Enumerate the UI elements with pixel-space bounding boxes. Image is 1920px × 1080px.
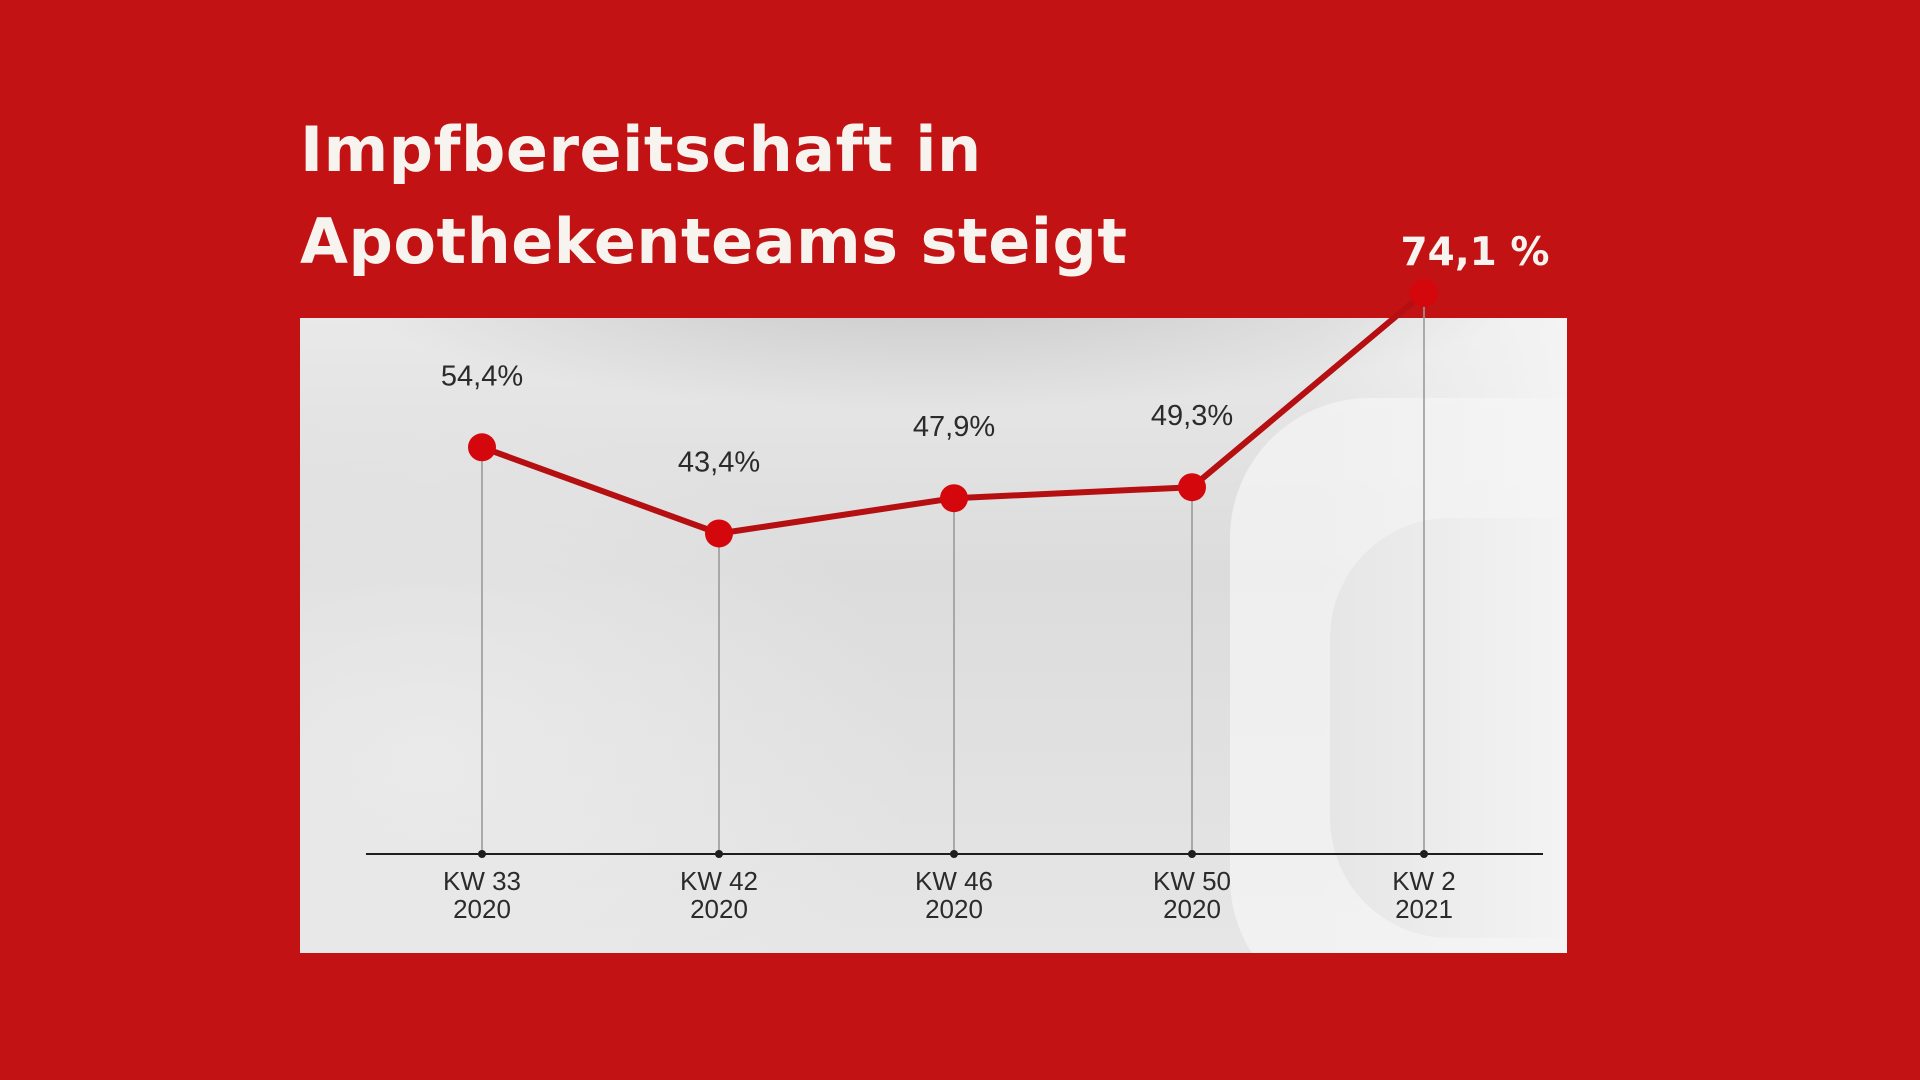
data-point-3 bbox=[940, 484, 968, 513]
x-axis-tick-2 bbox=[715, 850, 723, 858]
panel-shading bbox=[300, 318, 1567, 953]
x-tick-label-4-year: 2020 bbox=[1163, 894, 1221, 924]
x-tick-label-5-year: 2021 bbox=[1395, 894, 1453, 924]
data-label-2: 43,4% bbox=[678, 446, 760, 478]
data-point-1 bbox=[468, 433, 496, 462]
data-point-5 bbox=[1410, 278, 1438, 307]
x-tick-label-4-week: KW 50 bbox=[1153, 866, 1231, 896]
x-axis-tick-4 bbox=[1188, 850, 1196, 858]
data-point-4 bbox=[1178, 473, 1206, 502]
x-tick-label-2-year: 2020 bbox=[690, 894, 748, 924]
x-tick-label-2-week: KW 42 bbox=[680, 866, 758, 896]
x-tick-label-5-week: KW 2 bbox=[1392, 866, 1456, 896]
x-axis-tick-5 bbox=[1420, 850, 1428, 858]
data-label-1: 54,4% bbox=[441, 360, 523, 392]
data-label-4: 49,3% bbox=[1151, 400, 1233, 432]
data-point-2 bbox=[705, 519, 733, 548]
chart-panel bbox=[300, 318, 1567, 953]
x-axis-tick-3 bbox=[950, 850, 958, 858]
chart-title-line-2: Apothekenteams steigt bbox=[300, 205, 1128, 278]
chart-title-line-1: Impfbereitschaft in bbox=[300, 113, 982, 186]
x-axis-tick-1 bbox=[478, 850, 486, 858]
x-tick-label-1-week: KW 33 bbox=[443, 866, 521, 896]
data-label-3: 47,9% bbox=[913, 411, 995, 443]
highlight-value-label: 74,1 % bbox=[1400, 230, 1550, 275]
x-tick-label-1-year: 2020 bbox=[453, 894, 511, 924]
x-tick-label-3-year: 2020 bbox=[925, 894, 983, 924]
chart-title: Impfbereitschaft in Apothekenteams steig… bbox=[300, 104, 1200, 288]
x-tick-label-3-week: KW 46 bbox=[915, 866, 993, 896]
